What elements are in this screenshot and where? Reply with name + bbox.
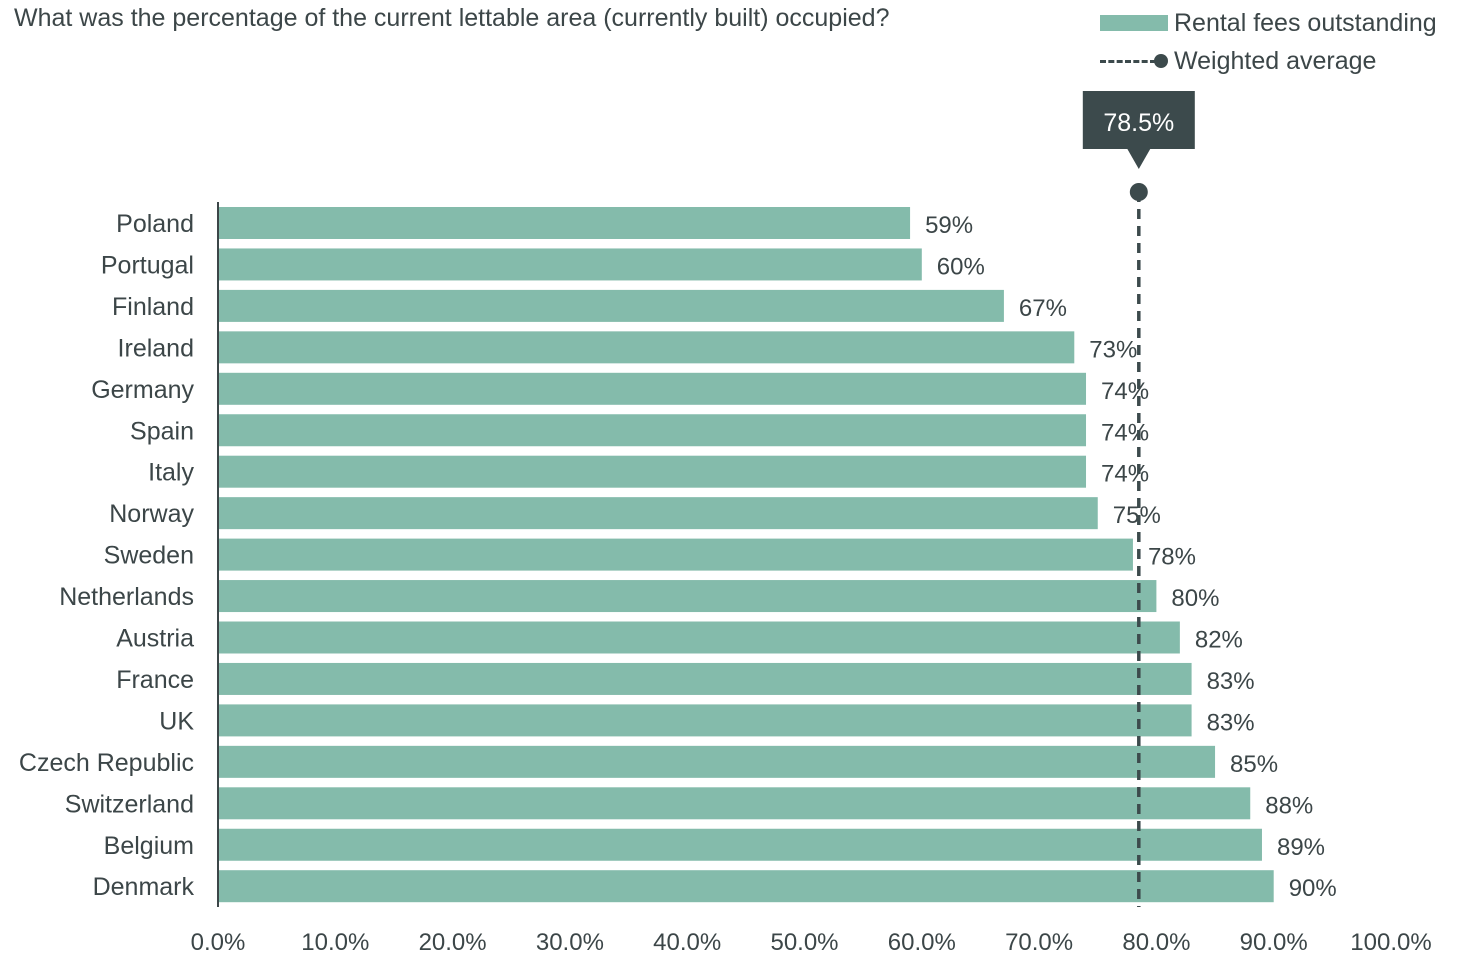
value-label: 74% — [1101, 461, 1149, 488]
value-label: 74% — [1101, 378, 1149, 405]
bar — [218, 414, 1087, 447]
category-label: Austria — [116, 625, 194, 653]
category-label: Norway — [109, 500, 194, 528]
value-label: 85% — [1230, 751, 1278, 778]
callout-pointer — [1126, 148, 1151, 169]
weighted-average-value: 78.5% — [1103, 109, 1174, 137]
x-tick-label: 70.0% — [1005, 929, 1073, 955]
value-label: 89% — [1277, 834, 1325, 861]
x-tick-label: 50.0% — [770, 929, 838, 955]
legend: Rental fees outstanding Weighted average — [1100, 4, 1437, 80]
value-label: 83% — [1207, 709, 1255, 736]
category-label: Czech Republic — [19, 749, 194, 777]
x-tick-label: 60.0% — [888, 929, 956, 955]
value-label: 75% — [1113, 502, 1161, 529]
legend-item-line: Weighted average — [1100, 42, 1437, 80]
value-label: 59% — [925, 212, 973, 239]
category-label: Germany — [91, 376, 194, 404]
x-tick-label: 40.0% — [653, 929, 721, 955]
category-label: Finland — [112, 293, 194, 321]
bar — [218, 289, 1004, 322]
bar — [218, 787, 1251, 820]
category-label: Netherlands — [59, 583, 194, 611]
legend-line-swatch — [1100, 53, 1168, 69]
bar — [218, 662, 1192, 695]
category-label: Poland — [116, 210, 194, 238]
value-label: 67% — [1019, 295, 1067, 322]
bar — [218, 248, 922, 281]
value-label: 80% — [1171, 585, 1219, 612]
x-tick-label: 30.0% — [536, 929, 604, 955]
category-label: UK — [159, 707, 194, 735]
bar — [218, 372, 1087, 405]
x-tick-label: 20.0% — [419, 929, 487, 955]
bar — [218, 745, 1216, 778]
bar — [218, 497, 1098, 530]
bar — [218, 621, 1180, 654]
category-label: Switzerland — [65, 790, 194, 818]
legend-bar-swatch — [1100, 15, 1168, 31]
weighted-average-callout — [1082, 91, 1195, 149]
value-label: 82% — [1195, 627, 1243, 654]
bar — [218, 870, 1274, 903]
category-label: Spain — [130, 417, 194, 445]
category-label: France — [116, 666, 194, 694]
value-label: 83% — [1207, 668, 1255, 695]
x-tick-label: 100.0% — [1350, 929, 1431, 955]
bar — [218, 207, 911, 239]
bar — [218, 331, 1075, 364]
category-label: Ireland — [118, 334, 194, 362]
bar — [218, 580, 1157, 613]
legend-item-bars: Rental fees outstanding — [1100, 4, 1437, 42]
category-label: Belgium — [104, 832, 194, 860]
x-tick-label: 90.0% — [1240, 929, 1308, 955]
value-label: 88% — [1265, 792, 1313, 819]
value-label: 78% — [1148, 544, 1196, 571]
category-label: Denmark — [93, 873, 195, 901]
weighted-average-marker — [1129, 183, 1148, 201]
value-label: 90% — [1289, 875, 1337, 902]
category-label: Sweden — [104, 542, 194, 570]
x-tick-label: 80.0% — [1122, 929, 1190, 955]
value-label: 74% — [1101, 419, 1149, 446]
bar — [218, 704, 1192, 737]
legend-line-label: Weighted average — [1174, 46, 1377, 75]
legend-bars-label: Rental fees outstanding — [1174, 8, 1437, 37]
x-tick-label: 0.0% — [191, 929, 246, 955]
category-label: Portugal — [101, 251, 194, 279]
value-label: 73% — [1089, 336, 1137, 363]
bar — [218, 538, 1133, 571]
category-label: Italy — [148, 459, 194, 487]
value-label: 60% — [937, 253, 985, 280]
x-tick-label: 10.0% — [301, 929, 369, 955]
bar — [218, 455, 1087, 488]
bar — [218, 828, 1262, 861]
chart-title: What was the percentage of the current l… — [14, 4, 890, 32]
